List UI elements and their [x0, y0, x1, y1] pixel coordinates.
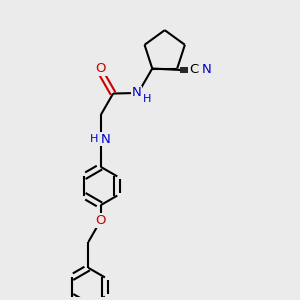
- Text: C: C: [189, 63, 198, 76]
- Text: N: N: [131, 86, 141, 100]
- Text: O: O: [95, 62, 106, 75]
- Text: O: O: [95, 214, 106, 227]
- Text: H: H: [90, 134, 98, 144]
- Text: N: N: [101, 133, 111, 146]
- Text: N: N: [201, 63, 211, 76]
- Text: H: H: [143, 94, 151, 104]
